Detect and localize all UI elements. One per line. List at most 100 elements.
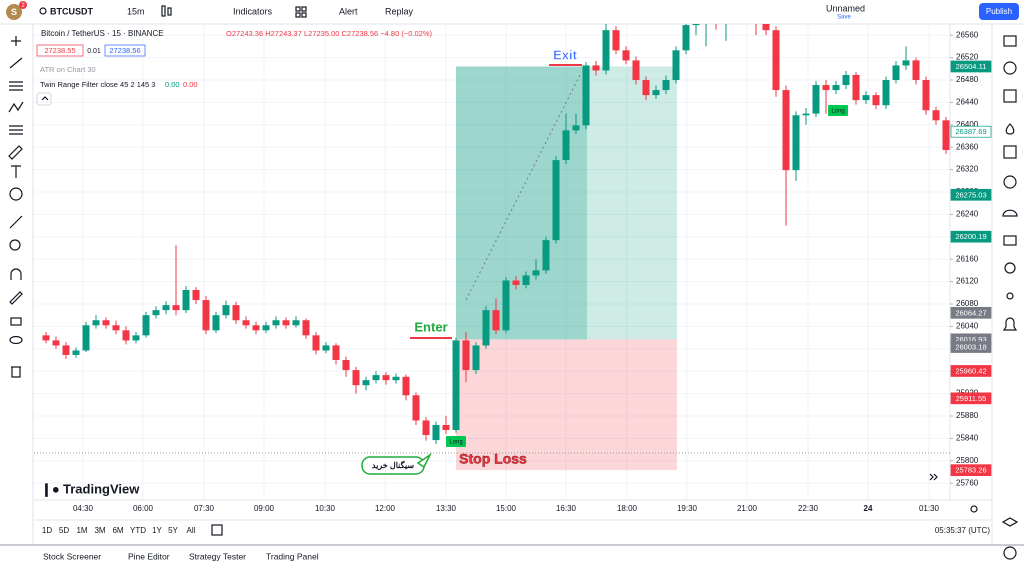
ideas-icon[interactable] <box>1002 209 1018 217</box>
x-tick-label: 07:30 <box>194 504 215 513</box>
candle-body <box>882 80 890 106</box>
hotlist-icon[interactable] <box>1005 123 1015 135</box>
interval[interactable]: 15m <box>127 6 145 16</box>
y-tick-label: 26240 <box>956 210 979 219</box>
publish-button[interactable] <box>979 3 1019 20</box>
candle-body <box>642 80 650 96</box>
candle-icon[interactable] <box>161 5 166 17</box>
candle-body <box>832 85 840 91</box>
date-range-icon[interactable] <box>211 524 223 536</box>
range-button[interactable]: 5D <box>59 526 69 535</box>
visibility-tool[interactable] <box>9 335 23 345</box>
chat-icon[interactable] <box>1003 235 1017 246</box>
axis-settings[interactable] <box>970 505 978 513</box>
alerts-icon[interactable] <box>1003 61 1017 75</box>
trade-path <box>465 74 581 301</box>
candle-body <box>392 376 400 381</box>
range-button[interactable]: 1M <box>76 526 87 535</box>
projection-tool[interactable] <box>9 125 23 135</box>
trash-tool[interactable] <box>11 366 21 378</box>
range-button[interactable]: 1Y <box>152 526 162 535</box>
price-label-box <box>950 365 992 377</box>
collapse-button[interactable] <box>36 92 52 106</box>
x-tick-label: 04:30 <box>73 504 94 513</box>
stream-icon[interactable] <box>1006 292 1014 300</box>
profit-zone-filled <box>456 66 587 340</box>
avatar[interactable] <box>6 4 22 20</box>
long-badge <box>446 436 466 447</box>
symbol[interactable]: BTCUSDT <box>50 6 93 16</box>
help-icon[interactable] <box>1003 546 1017 560</box>
lock-tool[interactable] <box>10 317 22 326</box>
atr-legend: ATR on Chart 30 <box>40 65 96 74</box>
draw-mode-tool[interactable] <box>9 291 23 305</box>
price-label: 26200.19 <box>955 232 986 241</box>
news-icon[interactable] <box>1003 175 1017 189</box>
magnet-tool[interactable] <box>10 268 22 280</box>
legend-title: Bitcoin / TetherUS · 15 · BINANCE <box>41 29 164 38</box>
bottom-tab[interactable]: Strategy Tester <box>189 551 246 561</box>
range-button[interactable]: YTD <box>130 526 146 535</box>
candle-body <box>82 325 90 351</box>
watchlist-icon[interactable] <box>1003 35 1017 47</box>
text-tool[interactable] <box>11 165 21 178</box>
layout-icon <box>295 12 301 18</box>
scroll-right[interactable] <box>929 473 938 481</box>
y-tick-label: 26320 <box>956 165 979 174</box>
range-button[interactable]: All <box>187 526 196 535</box>
candle-body <box>472 345 480 371</box>
crosshair-tool[interactable] <box>11 36 21 46</box>
bottom-tab[interactable]: Stock Screener <box>43 551 101 561</box>
candle-body <box>312 335 320 351</box>
candle-body <box>142 315 150 336</box>
price-label: 26016.93 <box>955 335 986 344</box>
loss-zone <box>456 339 677 471</box>
bottom-tab[interactable]: Pine Editor <box>128 551 170 561</box>
datawindow-icon[interactable] <box>1003 89 1017 103</box>
candle-body <box>232 305 240 321</box>
range-button[interactable]: 3M <box>94 526 105 535</box>
layers-icon[interactable] <box>1001 517 1019 527</box>
candle-body <box>862 95 870 101</box>
range-button[interactable]: 6M <box>112 526 123 535</box>
pattern-tool[interactable] <box>8 101 24 113</box>
bottom-tab[interactable]: Trading Panel <box>266 551 319 561</box>
range-button[interactable]: 5Y <box>168 526 178 535</box>
ask-box[interactable] <box>104 44 146 57</box>
alert-button[interactable]: Alert <box>339 6 358 16</box>
layout-icon[interactable] <box>295 6 301 12</box>
enter-label: Enter <box>414 319 447 334</box>
fib-tool[interactable] <box>9 81 23 91</box>
brush-tool[interactable] <box>8 145 23 160</box>
candle-body <box>182 290 190 311</box>
indicators-button[interactable]: Indicators <box>233 6 273 16</box>
price-label-box <box>950 230 992 243</box>
trendline-tool[interactable] <box>9 57 23 69</box>
replay-button[interactable]: Replay <box>385 6 414 16</box>
range-button[interactable]: 1D <box>42 526 52 535</box>
price-label: 26504.11 <box>956 62 987 71</box>
calendar-icon[interactable] <box>1003 145 1017 159</box>
exit-label: Exit <box>553 47 578 62</box>
candle-body <box>692 24 700 26</box>
x-tick-label: 15:00 <box>496 504 517 513</box>
zoom-tool[interactable] <box>9 239 21 251</box>
notifications-icon[interactable] <box>1002 317 1018 331</box>
tips-icon[interactable] <box>1004 262 1016 274</box>
emoji-tool[interactable] <box>9 187 23 201</box>
candle-body <box>542 240 550 271</box>
bid-box[interactable] <box>36 44 84 57</box>
candle-body <box>512 280 520 285</box>
y-tick-label: 26120 <box>956 277 979 286</box>
candle-body <box>292 320 300 326</box>
long-badge <box>828 105 848 116</box>
layout-name[interactable]: Unnamed <box>826 3 865 13</box>
badge-count: 2 <box>21 3 25 9</box>
candle-body <box>902 60 910 66</box>
x-tick-label: 22:30 <box>798 504 819 513</box>
candle-body <box>352 370 360 386</box>
collapse-icon[interactable] <box>41 96 49 101</box>
x-tick-label: 09:00 <box>254 504 275 513</box>
ruler-tool[interactable] <box>9 215 23 229</box>
x-tick-label: 10:30 <box>315 504 336 513</box>
